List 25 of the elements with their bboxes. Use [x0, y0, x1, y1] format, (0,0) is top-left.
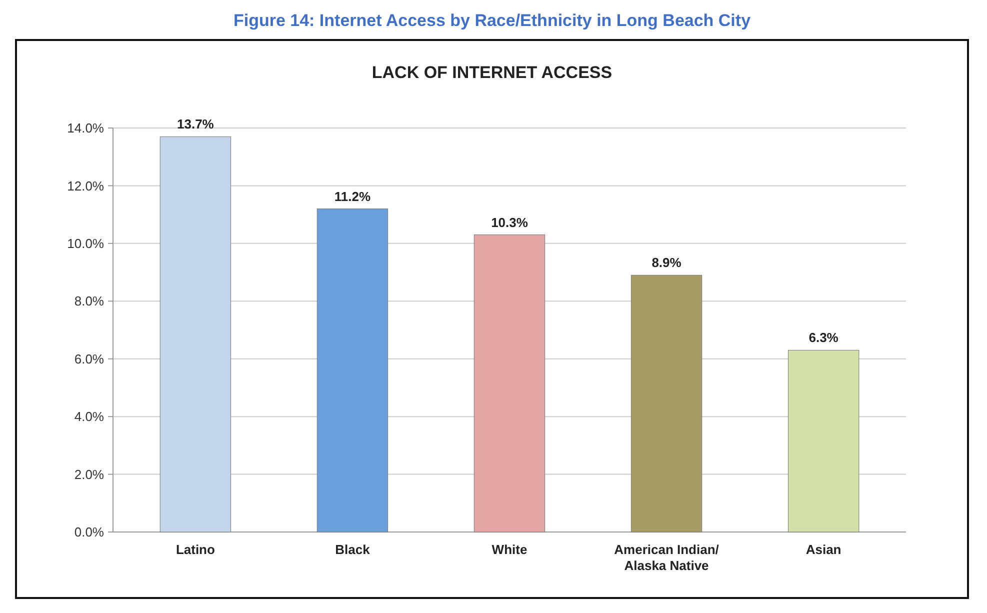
y-tick-label: 6.0% — [74, 351, 104, 366]
data-label: 13.7% — [177, 116, 214, 132]
y-tick-label: 4.0% — [74, 409, 104, 424]
y-tick-label: 0.0% — [74, 524, 104, 540]
x-tick-label: Asian — [806, 542, 842, 557]
data-label: 10.3% — [491, 214, 528, 230]
x-tick-label: Latino — [176, 542, 215, 557]
bar — [160, 136, 232, 532]
y-tick-label: 8.0% — [74, 294, 104, 309]
bar — [630, 274, 702, 532]
data-label: 11.2% — [334, 188, 371, 204]
y-tick-label: 14.0% — [67, 120, 104, 136]
data-label: 6.3% — [808, 330, 839, 346]
y-tick-label: 2.0% — [74, 466, 104, 482]
chart-subtitle: LACK OF INTERNET ACCESS — [372, 63, 612, 82]
bar — [788, 350, 860, 532]
x-tick-label: Black — [335, 542, 371, 557]
data-label: 8.9% — [652, 255, 682, 270]
y-tick-label: 12.0% — [67, 178, 104, 194]
bar — [316, 208, 388, 532]
x-tick-label: American Indian/ Alaska Native — [614, 542, 720, 573]
x-tick-label: White — [492, 542, 528, 557]
chart-title: Figure 14: Internet Access by Race/Ethnicity in Long Beach City — [233, 11, 752, 30]
bar — [474, 234, 546, 532]
y-tick-label: 10.0% — [67, 236, 104, 251]
